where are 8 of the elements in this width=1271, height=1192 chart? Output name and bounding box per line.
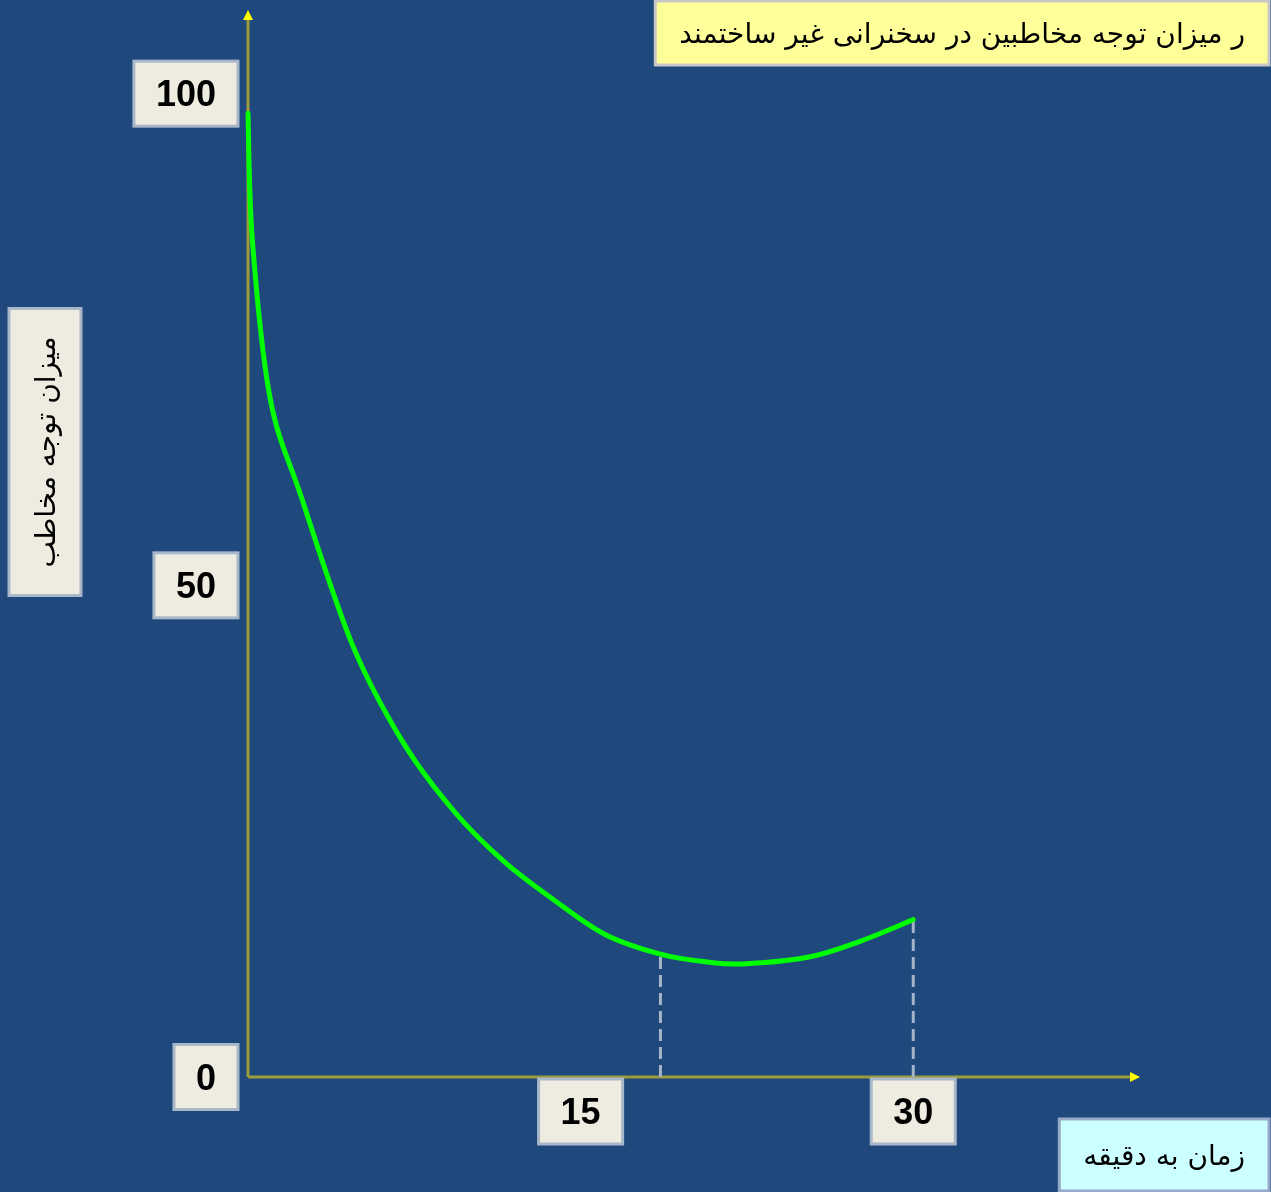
- chart-title: ر میزان توجه مخاطبین در سخنرانی غیر ساختمند: [679, 16, 1245, 50]
- x-tick-label: 15: [560, 1091, 601, 1132]
- y-tick-label: 50: [175, 564, 216, 606]
- y-axis-title: میزان توجه مخاطب: [28, 336, 62, 568]
- y-tick-label: 100: [155, 73, 216, 115]
- y-tick-label: 0: [195, 1056, 216, 1098]
- x-axis-title: زمان به دقیقه: [1083, 1138, 1245, 1172]
- x-tick-label: 30: [893, 1091, 934, 1132]
